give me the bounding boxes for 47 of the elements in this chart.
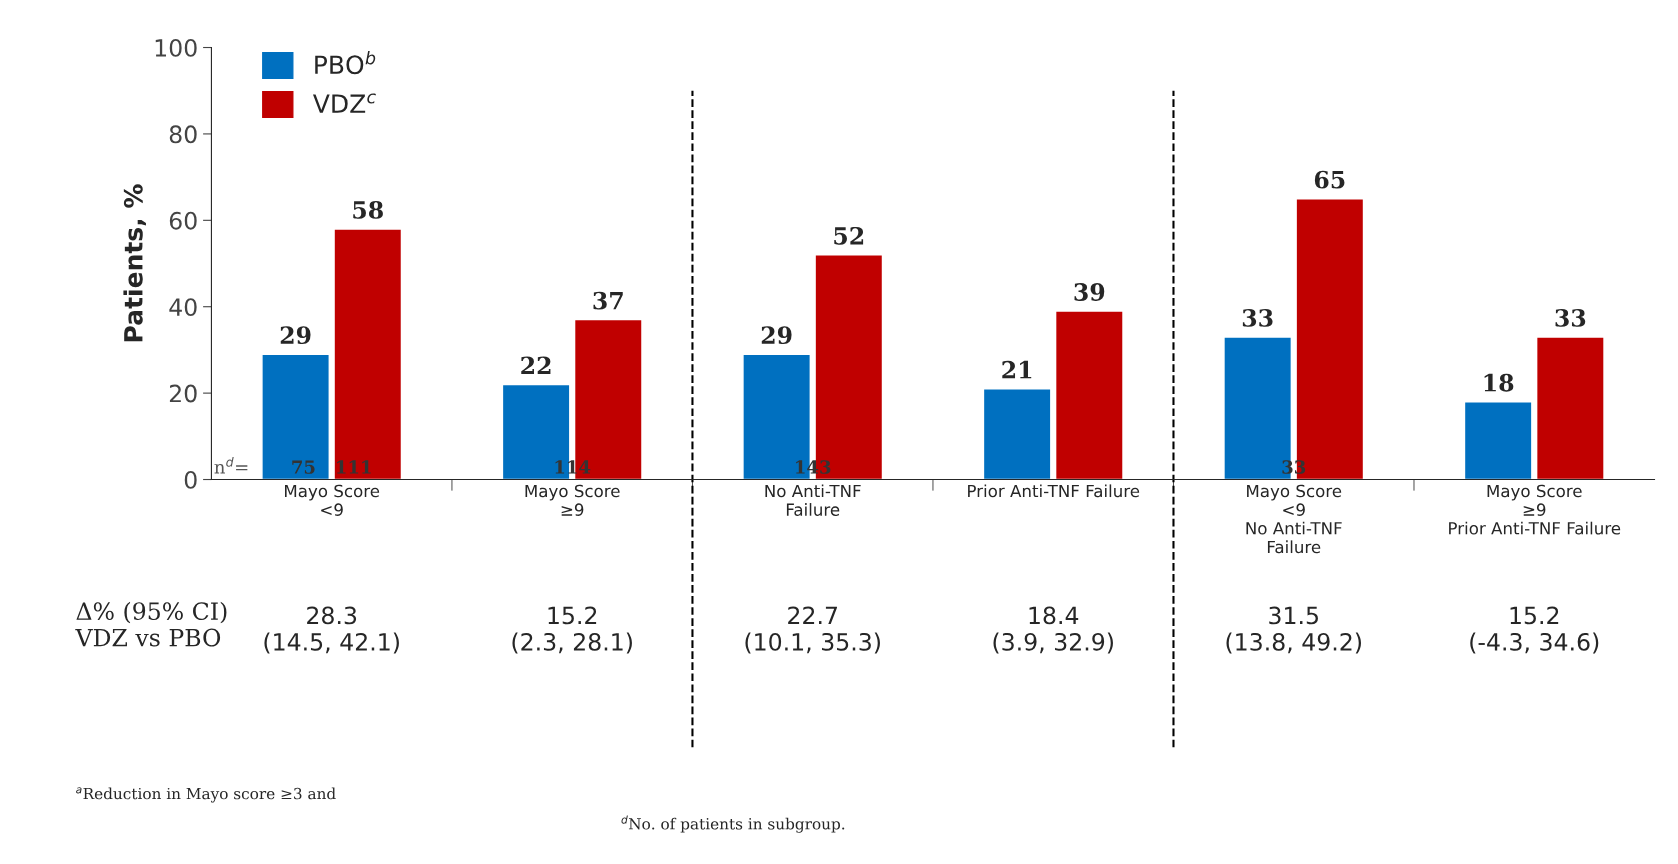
data-label: 33 xyxy=(1555,308,1586,327)
data-label: 37 xyxy=(593,291,623,310)
y-tick-label: 40 xyxy=(169,298,197,317)
x-tick-label: Mayo Score ≥9 Prior Anti-TNF Failure xyxy=(1449,484,1621,535)
legend-label: PBO$^{b}$ xyxy=(315,50,376,75)
text: 22.7 (10.1, 35.3) xyxy=(745,606,880,654)
text: Δ% (95% CI) VDZ vs PBO xyxy=(75,601,227,647)
text: 15.2 (-4.3, 34.6) xyxy=(1470,606,1599,654)
annotation: n$^{d}$= xyxy=(214,456,248,474)
y-tick-label: 60 xyxy=(169,211,197,230)
y-tick-label: 80 xyxy=(169,125,197,144)
bar xyxy=(261,353,330,480)
text: 15.2 (2.3, 28.1) xyxy=(512,606,632,654)
text: $^{a}$Reduction in Mayo score ≥3 and xyxy=(76,787,336,803)
y-axis-title: Patients, % xyxy=(123,184,146,342)
data-label: 18 xyxy=(1484,373,1514,392)
data-label: 52 xyxy=(834,226,864,245)
data-label: 22 xyxy=(521,356,551,375)
bar xyxy=(333,228,403,480)
data-label: 29 xyxy=(761,326,792,345)
x-tick-label: Prior Anti-TNF Failure xyxy=(968,484,1140,498)
bar xyxy=(1463,401,1533,480)
data-label: 58 xyxy=(353,200,383,219)
y-tick-label: 20 xyxy=(169,384,197,403)
x-tick-label: Mayo Score <9 No Anti-TNF Failure xyxy=(1246,484,1342,554)
bar xyxy=(1535,336,1605,480)
text: $^{d}$No. of patients in subgroup. xyxy=(621,815,845,833)
data-label: 39 xyxy=(1074,283,1105,301)
data-label: 65 xyxy=(1314,170,1345,189)
annotation: 143 xyxy=(796,460,831,474)
data-label: 21 xyxy=(1002,360,1032,379)
annotation: 33 xyxy=(1282,460,1306,474)
text: 18.4 (3.9, 32.9) xyxy=(993,606,1113,654)
y-tick-label: 0 xyxy=(184,470,197,489)
x-tick-label: Mayo Score <9 xyxy=(285,484,380,516)
annotation: 114 xyxy=(555,460,591,474)
legend-label: VDZ$^{c}$ xyxy=(312,93,376,113)
data-label: 29 xyxy=(280,326,311,345)
x-tick-label: Mayo Score ≥9 xyxy=(525,484,620,516)
bar xyxy=(982,388,1052,480)
bar xyxy=(1054,310,1124,480)
x-tick-label: No Anti-TNF Failure xyxy=(765,484,861,516)
annotation: 75 111 xyxy=(292,460,371,474)
y-tick-label: 100 xyxy=(155,38,197,57)
text: 28.3 (14.5, 42.1) xyxy=(264,606,399,654)
text: 31.5 (13.8, 49.2) xyxy=(1226,606,1361,654)
data-label: 33 xyxy=(1242,308,1273,327)
